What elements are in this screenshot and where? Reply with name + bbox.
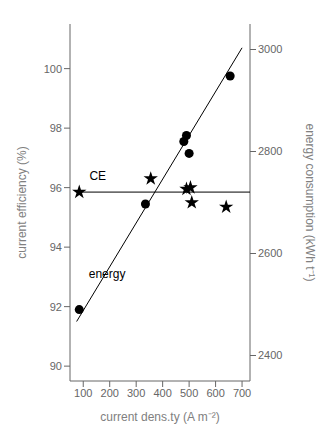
svg-text:92: 92 xyxy=(50,301,62,313)
svg-text:200: 200 xyxy=(101,387,119,399)
svg-text:94: 94 xyxy=(50,241,62,253)
svg-text:2600: 2600 xyxy=(258,247,282,259)
svg-text:90: 90 xyxy=(50,360,62,372)
svg-text:100: 100 xyxy=(44,63,62,75)
svg-text:3000: 3000 xyxy=(258,43,282,55)
svg-text:energy: energy xyxy=(89,267,126,281)
svg-text:98: 98 xyxy=(50,122,62,134)
svg-text:2800: 2800 xyxy=(258,145,282,157)
svg-text:400: 400 xyxy=(153,387,171,399)
svg-text:current efficiency (%): current efficiency (%) xyxy=(15,146,29,258)
svg-text:energy consumption (kWh t⁻¹): energy consumption (kWh t⁻¹) xyxy=(303,123,317,281)
svg-text:96: 96 xyxy=(50,182,62,194)
svg-text:current dens.ty (A m⁻²): current dens.ty (A m⁻²) xyxy=(100,410,219,424)
svg-text:500: 500 xyxy=(180,387,198,399)
svg-text:100: 100 xyxy=(74,387,92,399)
svg-text:300: 300 xyxy=(127,387,145,399)
svg-text:700: 700 xyxy=(233,387,251,399)
svg-text:CE: CE xyxy=(89,169,106,183)
svg-text:2400: 2400 xyxy=(258,349,282,361)
svg-text:600: 600 xyxy=(206,387,224,399)
